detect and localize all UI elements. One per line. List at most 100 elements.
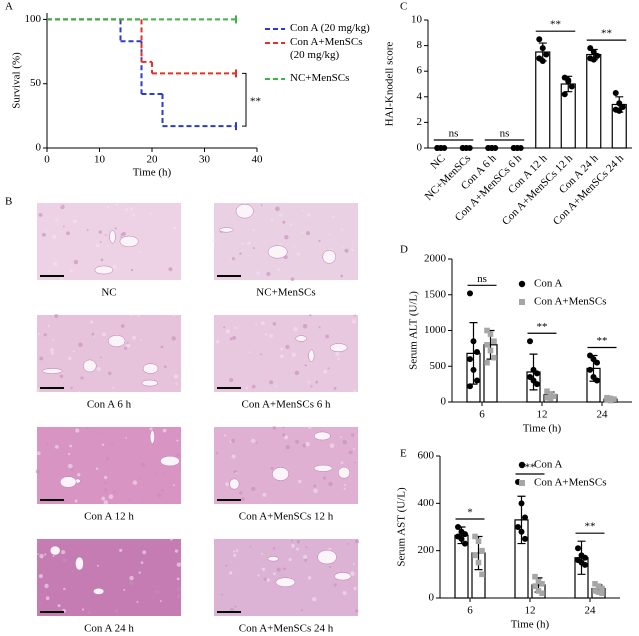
data-point (612, 89, 619, 96)
cell-texture (264, 333, 268, 336)
y-tick-label: 400 (418, 497, 435, 509)
cell-texture (245, 386, 249, 390)
cell-texture (343, 487, 346, 490)
cell-texture (149, 427, 153, 431)
cell-texture (280, 347, 283, 351)
y-axis-label: HAI-Knodell score (384, 42, 396, 127)
y-tick-label: 500 (430, 360, 447, 372)
significance-label: ns (449, 128, 459, 140)
cell-texture (163, 365, 167, 369)
data-point (518, 500, 525, 507)
data-point (582, 561, 588, 568)
image-caption: NC (101, 287, 116, 299)
data-point (532, 573, 538, 580)
cell-texture (44, 583, 49, 589)
legend-label: Con A (20 mg/kg) (290, 22, 370, 34)
cell-texture (138, 477, 141, 480)
significance-label: ** (550, 19, 561, 31)
cell-texture (52, 234, 57, 240)
legend-marker (518, 280, 526, 288)
cell-texture (125, 437, 128, 439)
histology-image (214, 425, 358, 504)
y-axis-label: Survival (%) (11, 52, 23, 109)
cell-texture (270, 467, 274, 470)
cell-texture (329, 443, 335, 449)
data-point (437, 145, 444, 151)
cell-texture (327, 367, 330, 370)
panel-label: D (400, 244, 408, 256)
cell-texture (273, 572, 276, 576)
y-tick-label: 0 (417, 142, 423, 154)
y-axis-label: Serum ALT (U/L) (408, 291, 420, 370)
cell-texture (95, 243, 100, 248)
vessel (317, 549, 337, 565)
cell-texture (289, 223, 293, 226)
y-axis-label: Serum AST (U/L) (396, 487, 408, 567)
data-point (534, 370, 540, 377)
cell-texture (307, 381, 310, 384)
cell-texture (67, 356, 72, 361)
cell-texture (140, 462, 146, 468)
cell-texture (215, 339, 220, 344)
cell-texture (355, 609, 359, 613)
cell-texture (37, 332, 40, 335)
tissue (214, 315, 358, 392)
significance-label: ** (537, 321, 548, 333)
cell-texture (132, 213, 136, 217)
tissue (214, 427, 358, 504)
y-tick-label: 200 (418, 544, 435, 556)
cell-texture (252, 247, 255, 250)
cell-texture (66, 231, 70, 236)
cell-texture (74, 275, 77, 278)
cell-texture (112, 264, 117, 270)
cell-texture (52, 339, 55, 342)
cell-texture (291, 539, 294, 542)
cell-texture (160, 345, 164, 349)
cell-texture (269, 380, 274, 385)
cell-texture (161, 488, 165, 492)
data-point (470, 338, 477, 345)
cell-texture (59, 374, 64, 379)
cell-texture (235, 549, 239, 552)
x-tick-label: 6 (479, 409, 485, 421)
vessel (267, 245, 288, 259)
cell-texture (69, 269, 73, 273)
cell-texture (38, 212, 43, 217)
cell-texture (351, 433, 355, 437)
cell-texture (62, 558, 67, 563)
data-point (539, 590, 545, 597)
cell-texture (279, 213, 283, 217)
cell-texture (272, 426, 277, 430)
cell-texture (39, 553, 44, 559)
cell-texture (353, 586, 357, 591)
x-axis-label: Time (h) (511, 619, 550, 631)
cell-texture (129, 575, 134, 581)
data-point (536, 36, 543, 43)
histology-image (37, 203, 181, 281)
significance-label: ns (477, 273, 487, 285)
significance-label: ** (525, 462, 536, 474)
cell-texture (91, 332, 95, 336)
cell-texture (162, 472, 165, 475)
data-point (575, 545, 581, 552)
cell-texture (350, 571, 355, 577)
cell-texture (44, 553, 47, 556)
cell-texture (125, 208, 129, 212)
vessel (142, 363, 159, 374)
cell-texture (263, 577, 267, 581)
vessel (235, 203, 254, 219)
panel-label: C (400, 1, 407, 13)
data-point (487, 331, 494, 337)
tissue (37, 539, 181, 616)
y-tick-label: 1500 (424, 288, 447, 300)
x-tick-label: 30 (199, 154, 211, 166)
cell-texture (173, 374, 179, 379)
cell-texture (43, 333, 47, 337)
y-tick-label: 8 (417, 39, 423, 51)
cell-texture (251, 438, 256, 444)
data-point (532, 583, 538, 589)
image-caption: Con A 12 h (84, 511, 134, 523)
data-point (484, 327, 490, 334)
cell-texture (351, 248, 354, 252)
histology-image (35, 427, 181, 505)
